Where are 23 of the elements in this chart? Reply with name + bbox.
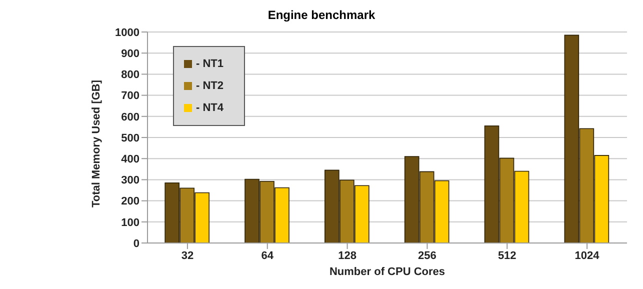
x-tick-label: 128 [338, 250, 356, 262]
chart-title: Engine benchmark [266, 8, 376, 24]
y-tick-label: 100 [121, 216, 140, 229]
y-tick-label: 800 [121, 69, 140, 82]
legend-label: - NT1 [196, 58, 224, 70]
y-tick-label: 700 [121, 90, 140, 102]
y-tick-label: 900 [121, 48, 140, 60]
legend-label: - NT4 [196, 102, 224, 114]
y-tick-label: 200 [121, 196, 140, 208]
y-axis-title: Total Memory Used [GB] [90, 80, 102, 208]
y-tick-label: 300 [121, 174, 140, 187]
legend-label: - NT2 [196, 80, 224, 92]
x-tick-label: 64 [261, 250, 274, 262]
x-axis-title: Number of CPU Cores [329, 266, 446, 278]
y-tick-label: 600 [121, 111, 140, 124]
y-tick-label: 0 [133, 238, 140, 250]
y-tick-label: 1000 [115, 26, 140, 39]
x-tick-label: 1024 [574, 250, 600, 262]
y-tick-label: 500 [121, 132, 140, 144]
x-tick-label: 256 [418, 250, 436, 262]
x-tick-label: 512 [498, 250, 516, 262]
y-tick-label: 400 [121, 154, 140, 166]
x-tick-label: 32 [181, 250, 194, 262]
